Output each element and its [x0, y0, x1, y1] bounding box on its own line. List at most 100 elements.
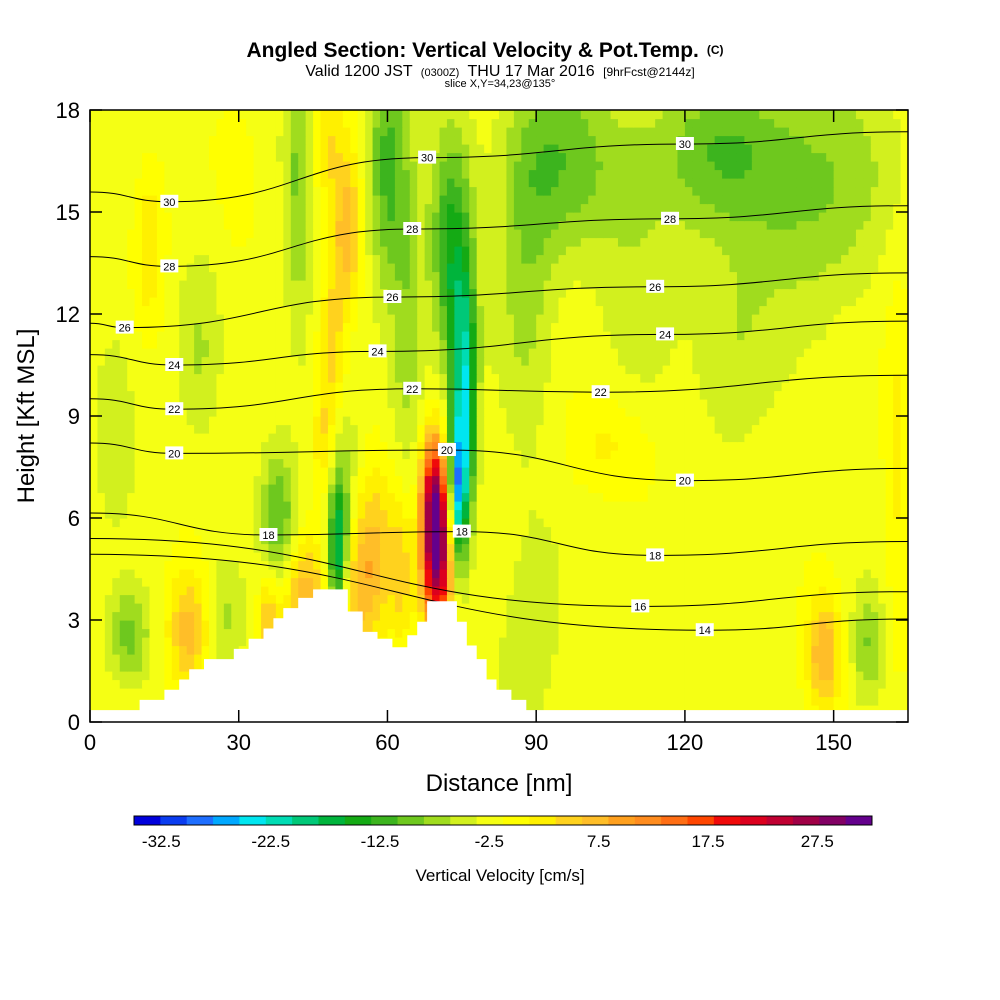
velocity-cell: [744, 620, 753, 630]
velocity-cell: [789, 688, 798, 698]
velocity-cell: [231, 339, 240, 349]
velocity-cell: [238, 407, 247, 417]
velocity-cell: [632, 348, 641, 358]
velocity-cell: [417, 611, 426, 621]
velocity-cell: [365, 586, 374, 596]
velocity-cell: [796, 654, 805, 664]
velocity-cell: [402, 501, 411, 511]
velocity-cell: [417, 509, 426, 519]
velocity-cell: [640, 416, 649, 426]
velocity-cell: [513, 628, 522, 638]
velocity-cell: [142, 356, 151, 366]
velocity-cell: [208, 356, 218, 366]
velocity-cell: [893, 373, 902, 383]
velocity-cell: [506, 594, 515, 604]
velocity-cell: [863, 552, 872, 562]
velocity-cell: [766, 628, 775, 638]
velocity-cell: [565, 390, 574, 400]
velocity-cell: [290, 382, 299, 392]
velocity-cell: [357, 586, 366, 596]
velocity-cell: [558, 450, 567, 460]
velocity-cell: [841, 645, 850, 655]
velocity-cell: [409, 450, 418, 460]
velocity-cell: [164, 620, 173, 630]
velocity-cell: [320, 492, 329, 502]
velocity-cell: [238, 492, 247, 502]
velocity-cell: [506, 450, 515, 460]
velocity-cell: [878, 492, 887, 502]
velocity-cell: [789, 390, 798, 400]
velocity-cell: [372, 373, 381, 383]
velocity-cell: [789, 416, 798, 426]
velocity-cell: [826, 645, 835, 655]
velocity-cell: [818, 399, 827, 409]
velocity-cell: [893, 535, 902, 545]
velocity-cell: [409, 356, 418, 366]
velocity-cell: [134, 662, 143, 672]
velocity-cell: [417, 552, 426, 562]
velocity-cell: [499, 382, 508, 392]
velocity-cell: [372, 577, 381, 587]
velocity-cell: [454, 543, 463, 553]
velocity-cell: [796, 535, 805, 545]
velocity-cell: [617, 348, 627, 358]
velocity-cell: [900, 535, 908, 545]
velocity-cell: [432, 450, 441, 460]
velocity-cell: [186, 569, 195, 579]
velocity-cell: [588, 705, 597, 715]
velocity-cell: [201, 552, 210, 562]
velocity-cell: [335, 535, 344, 545]
velocity-cell: [365, 450, 374, 460]
velocity-cell: [97, 390, 106, 400]
velocity-cell: [781, 552, 790, 562]
velocity-cell: [223, 560, 232, 570]
velocity-cell: [826, 543, 835, 553]
velocity-cell: [833, 603, 842, 613]
velocity-cell: [417, 416, 426, 426]
velocity-cell: [580, 679, 589, 689]
velocity-cell: [283, 365, 292, 375]
velocity-cell: [803, 365, 812, 375]
velocity-cell: [261, 348, 270, 358]
velocity-cell: [499, 611, 508, 621]
velocity-cell: [350, 603, 359, 613]
velocity-cell: [595, 518, 604, 528]
velocity-cell: [803, 543, 812, 553]
velocity-cell: [290, 484, 299, 494]
velocity-cell: [179, 416, 188, 426]
velocity-cell: [855, 390, 864, 400]
velocity-cell: [855, 492, 864, 502]
velocity-cell: [357, 433, 366, 443]
velocity-cell: [142, 407, 151, 417]
velocity-cell: [283, 535, 292, 545]
velocity-cell: [610, 382, 619, 392]
velocity-cell: [246, 586, 255, 596]
velocity-cell: [617, 458, 627, 468]
velocity-cell: [900, 705, 908, 715]
velocity-cell: [833, 441, 842, 451]
velocity-cell: [655, 620, 664, 630]
velocity-cell: [127, 679, 136, 689]
velocity-cell: [722, 399, 731, 409]
velocity-cell: [476, 586, 485, 596]
velocity-cell: [402, 560, 411, 570]
velocity-cell: [826, 416, 835, 426]
velocity-cell: [171, 645, 180, 655]
velocity-cell: [878, 501, 887, 511]
velocity-cell: [134, 611, 143, 621]
velocity-cell: [699, 543, 708, 553]
velocity-cell: [372, 339, 381, 349]
velocity-cell: [766, 339, 775, 349]
velocity-cell: [513, 441, 522, 451]
velocity-cell: [342, 577, 351, 587]
velocity-cell: [432, 543, 441, 553]
velocity-cell: [97, 654, 106, 664]
velocity-cell: [803, 552, 812, 562]
velocity-cell: [848, 560, 857, 570]
velocity-cell: [112, 484, 121, 494]
velocity-cell: [610, 637, 619, 647]
velocity-cell: [134, 696, 143, 706]
velocity-cell: [855, 475, 864, 485]
velocity-cell: [826, 586, 835, 596]
velocity-cell: [595, 501, 604, 511]
